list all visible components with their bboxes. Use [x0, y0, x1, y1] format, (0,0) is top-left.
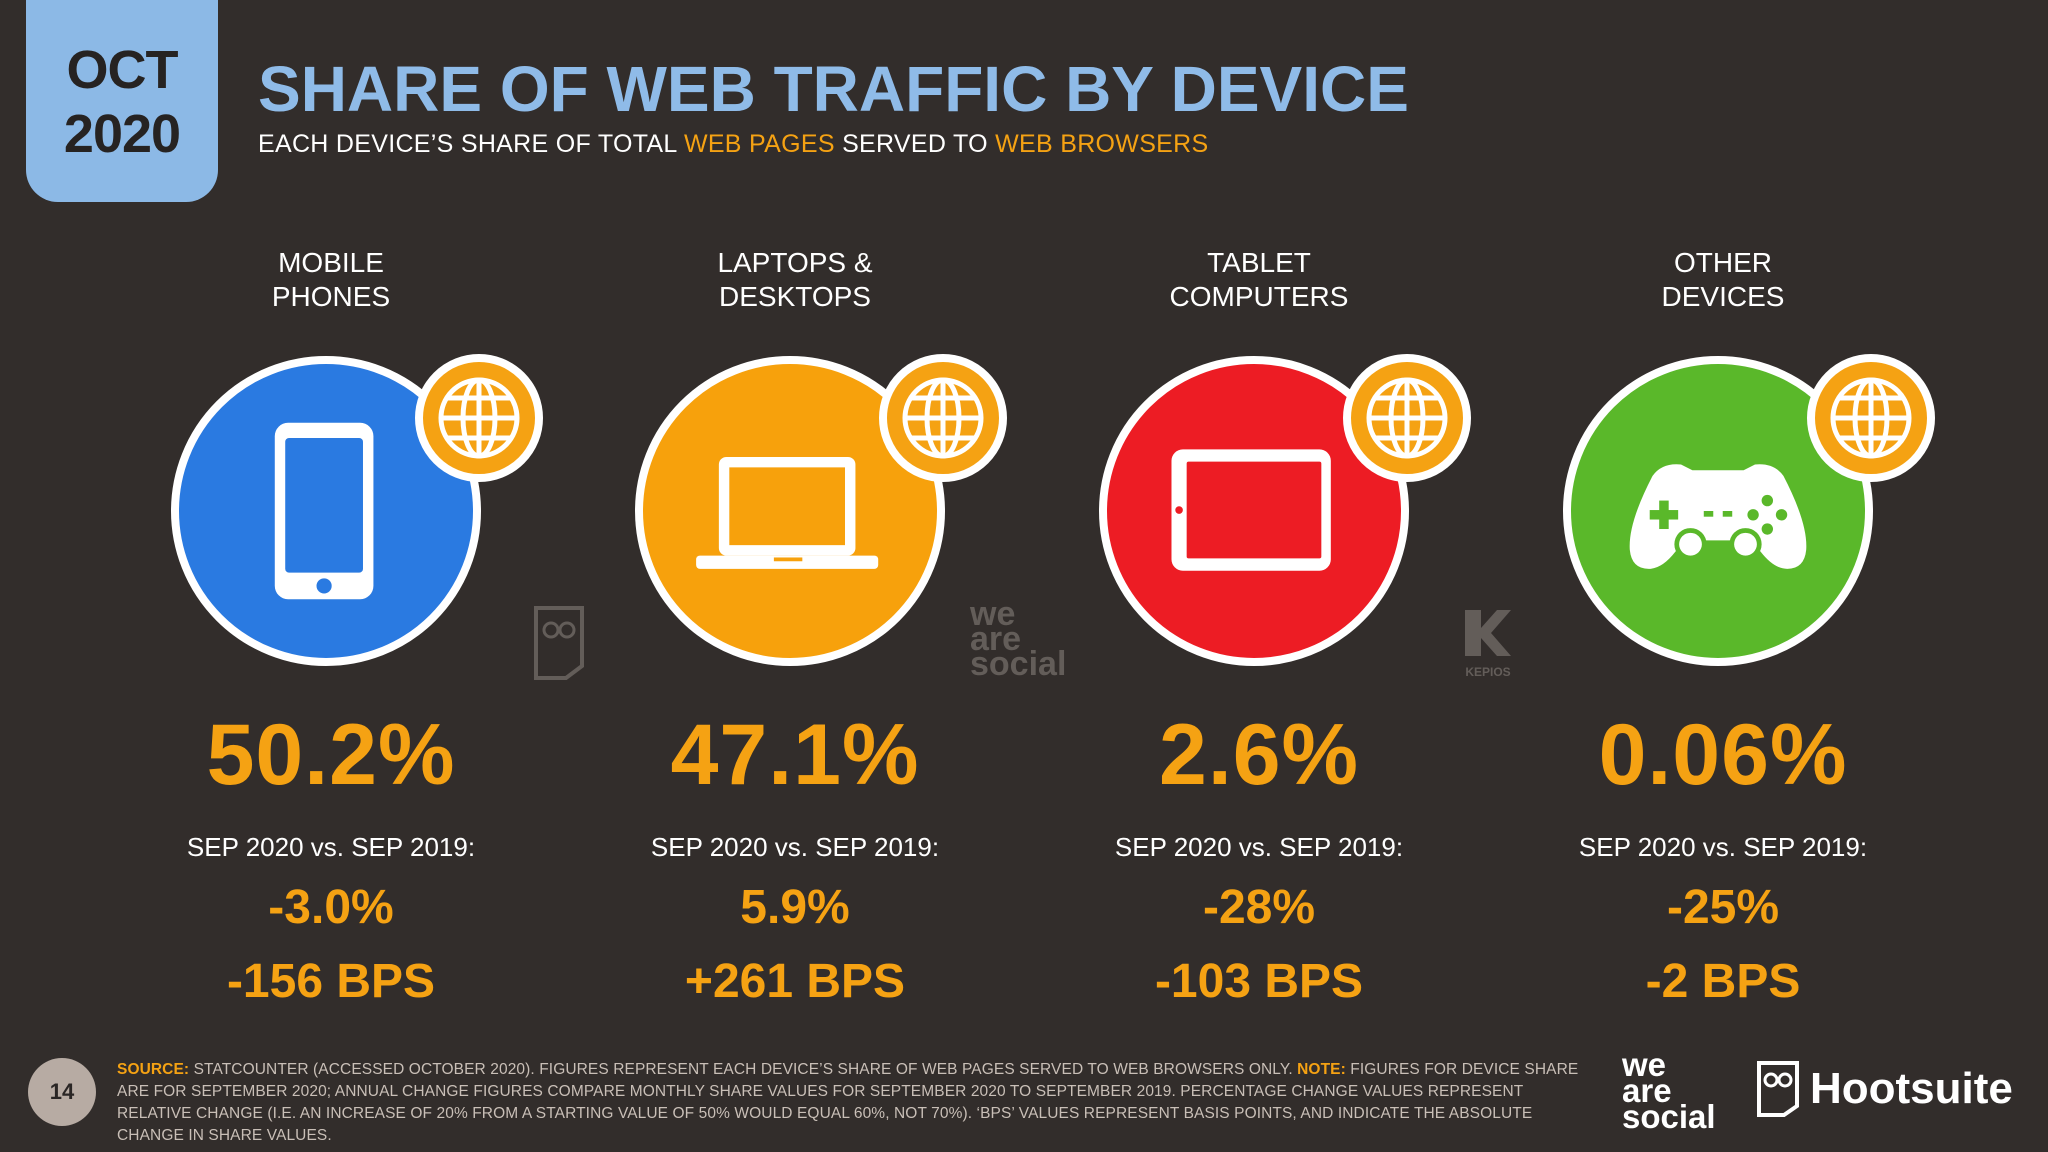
subtitle-highlight-web-browsers: WEB BROWSERS	[995, 130, 1209, 158]
kepios-label: KEPIOS	[1465, 665, 1511, 679]
comparison-period: SEP 2020 vs. SEP 2019:	[1578, 832, 1868, 862]
subtitle-part1: EACH DEVICE’S SHARE OF TOTAL	[258, 130, 684, 158]
source-footnote: SOURCE: STATCOUNTER (ACCESSED OCTOBER 20…	[117, 1059, 1597, 1147]
tablet-icon	[1171, 449, 1331, 571]
subtitle-highlight-web-pages: WEB PAGES	[683, 130, 835, 158]
we-are-social-watermark: we are social	[970, 595, 1067, 683]
hootsuite-owl-icon	[1757, 1061, 1799, 1117]
device-column-laptops: LAPTOPS & DESKTOPS 47.1% SEP 2020 vs. SE…	[563, 0, 1027, 1152]
we-are-social-logo: we are social	[1622, 1046, 1716, 1135]
watermark-social: social	[970, 645, 1067, 683]
device-label-line1: OTHER	[1674, 247, 1772, 278]
hootsuite-wordmark: Hootsuite	[1810, 1064, 2013, 1113]
subtitle-part2: SERVED TO	[834, 130, 996, 158]
hootsuite-logo: Hootsuite	[1756, 1060, 2013, 1118]
device-label-line2: PHONES	[271, 281, 391, 312]
device-circle	[1099, 356, 1409, 666]
note-text: FIGURES FOR DEVICE SHARE ARE FOR SEPTEMB…	[117, 1061, 1579, 1144]
source-text: STATCOUNTER (ACCESSED OCTOBER 2020). FIG…	[189, 1061, 1298, 1078]
device-column-other: OTHER DEVICES 0.06% SEP 2020 vs. SEP 201…	[1491, 0, 1955, 1152]
device-label-line2: COMPUTERS	[1169, 281, 1349, 312]
kepios-logo-icon	[1465, 610, 1511, 656]
badge-year: 2020	[63, 104, 181, 164]
device-label-line1: LAPTOPS &	[717, 247, 873, 278]
laptop-icon	[696, 456, 879, 569]
page-title: SHARE OF WEB TRAFFIC BY DEVICE	[258, 53, 1409, 125]
globe-icon	[1343, 354, 1471, 482]
change-percent: -25%	[1666, 881, 1780, 934]
date-badge: OCT 2020	[26, 0, 218, 202]
note-label: NOTE:	[1297, 1061, 1346, 1078]
device-column-mobile: MOBILE PHONES 50.2% SEP 2020 vs. SEP 201…	[99, 0, 563, 1152]
game-controller-icon	[1629, 464, 1807, 569]
source-label: SOURCE:	[117, 1061, 190, 1078]
device-share: 0.06%	[1598, 707, 1848, 803]
page-number: 14	[28, 1058, 96, 1126]
mobile-phone-icon	[274, 422, 374, 600]
device-share: 2.6%	[1158, 707, 1360, 803]
device-share: 47.1%	[670, 707, 920, 803]
change-bps: -103 BPS	[1154, 955, 1364, 1008]
globe-icon	[1807, 354, 1935, 482]
hootsuite-owl-watermark-icon	[534, 606, 584, 680]
device-column-tablets: TABLET COMPUTERS 2.6% SEP 2020 vs. SEP 2…	[1027, 0, 1491, 1152]
watermark-we: we	[970, 595, 1016, 633]
logo-social: social	[1622, 1098, 1716, 1135]
comparison-period: SEP 2020 vs. SEP 2019:	[1114, 832, 1404, 862]
logo-we: we	[1622, 1046, 1667, 1083]
device-label-line2: DESKTOPS	[719, 281, 871, 312]
device-label: LAPTOPS & DESKTOPS	[563, 246, 1027, 314]
globe-icon	[415, 354, 543, 482]
comparison-period: SEP 2020 vs. SEP 2019:	[186, 832, 476, 862]
change-percent: -28%	[1202, 881, 1316, 934]
device-label-line1: TABLET	[1207, 247, 1311, 278]
watermark-are: are	[970, 620, 1022, 658]
device-share: 50.2%	[206, 707, 456, 803]
change-bps: -156 BPS	[226, 955, 436, 1008]
device-label-line1: MOBILE	[278, 247, 384, 278]
device-label: TABLET COMPUTERS	[1027, 246, 1491, 314]
comparison-period: SEP 2020 vs. SEP 2019:	[650, 832, 940, 862]
badge-month: OCT	[66, 40, 179, 100]
device-label-line2: DEVICES	[1661, 281, 1785, 312]
device-label: MOBILE PHONES	[99, 246, 563, 314]
change-percent: 5.9%	[740, 881, 850, 934]
change-bps: -2 BPS	[1645, 955, 1801, 1008]
kepios-watermark: KEPIOS	[1460, 606, 1516, 679]
globe-icon	[879, 354, 1007, 482]
page-subtitle: EACH DEVICE’S SHARE OF TOTAL WEB PAGES S…	[258, 130, 1208, 159]
change-percent: -3.0%	[268, 881, 394, 934]
change-bps: +261 BPS	[684, 955, 906, 1008]
device-label: OTHER DEVICES	[1491, 246, 1955, 314]
logo-are: are	[1622, 1072, 1672, 1109]
